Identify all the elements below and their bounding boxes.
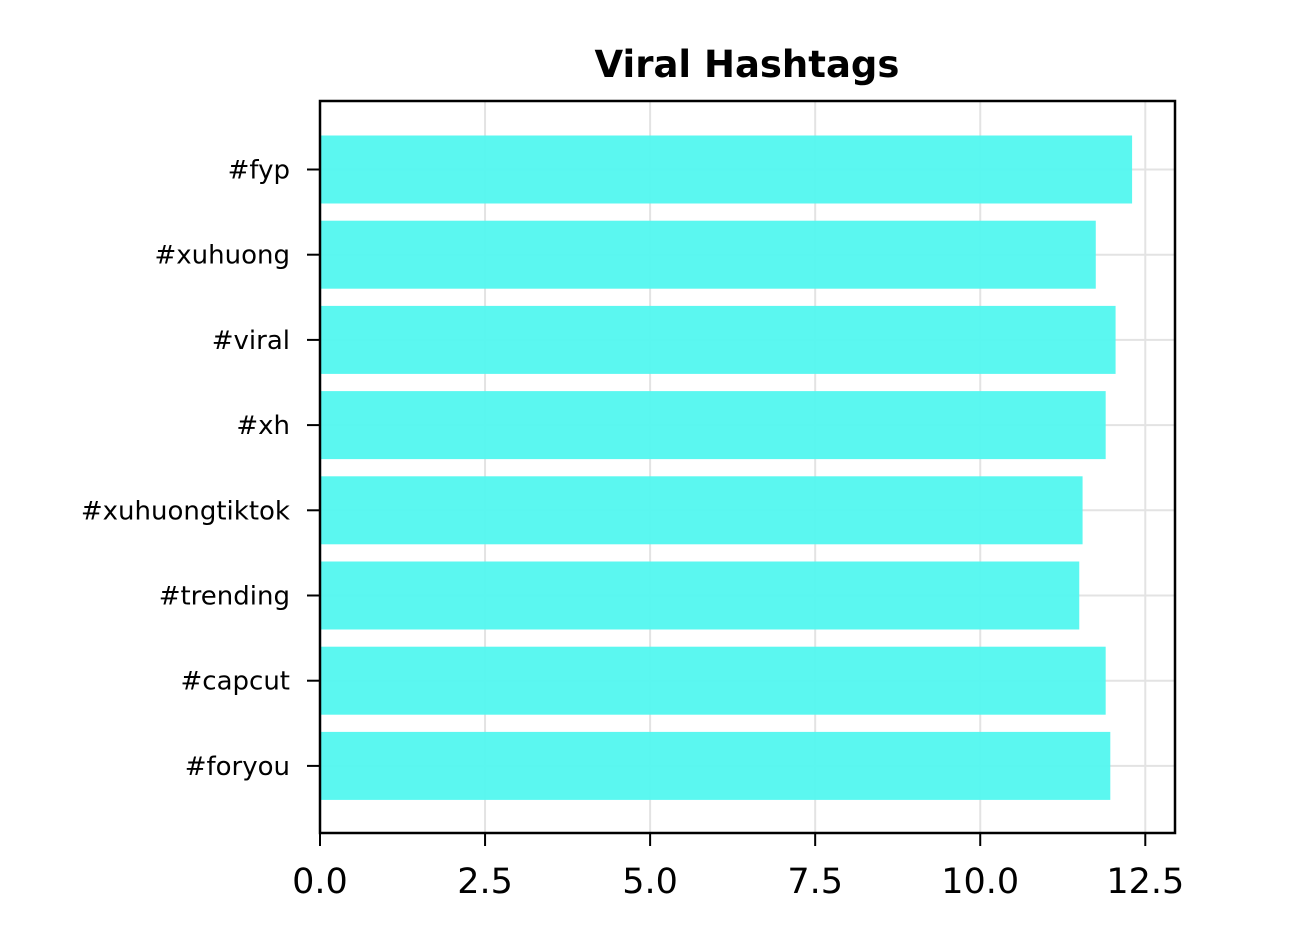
bar-capcut xyxy=(320,646,1106,715)
bars xyxy=(320,135,1133,800)
ytick-label-viral: #viral xyxy=(212,326,290,356)
plot-frame xyxy=(318,99,1177,835)
grid xyxy=(319,101,1175,833)
bar-trending xyxy=(320,561,1080,630)
ytick-label-foryou: #foryou xyxy=(185,752,290,782)
bar-xuhuongtiktok xyxy=(320,476,1083,545)
xtick-label-2: 5.0 xyxy=(622,862,678,902)
bar-xh xyxy=(320,391,1106,460)
ytick-label-xuhuongtiktok: #xuhuongtiktok xyxy=(81,496,290,526)
bar-fyp xyxy=(320,135,1133,204)
y-axis: #fyp #xuhuong #viral #xh #xuhuongtiktok #tren… xyxy=(81,156,320,782)
xtick-label-4: 10.0 xyxy=(941,862,1019,902)
bar-foryou xyxy=(320,731,1111,800)
chart-title: Viral Hashtags xyxy=(595,43,900,86)
ytick-label-capcut: #capcut xyxy=(181,667,290,697)
ytick-label-trending: #trending xyxy=(159,582,290,612)
xtick-label-0: 0.0 xyxy=(292,862,348,902)
bar-xuhuong xyxy=(320,220,1096,289)
xtick-label-3: 7.5 xyxy=(787,862,843,902)
ytick-label-xuhuong: #xuhuong xyxy=(155,241,291,271)
ytick-label-xh: #xh xyxy=(236,411,290,441)
xtick-label-1: 2.5 xyxy=(457,862,513,902)
xtick-label-5: 12.5 xyxy=(1106,862,1184,902)
x-axis: 0.0 2.5 5.0 7.5 10.0 12.5 xyxy=(292,833,1184,902)
ytick-label-fyp: #fyp xyxy=(228,156,290,186)
bar-viral xyxy=(320,305,1116,374)
